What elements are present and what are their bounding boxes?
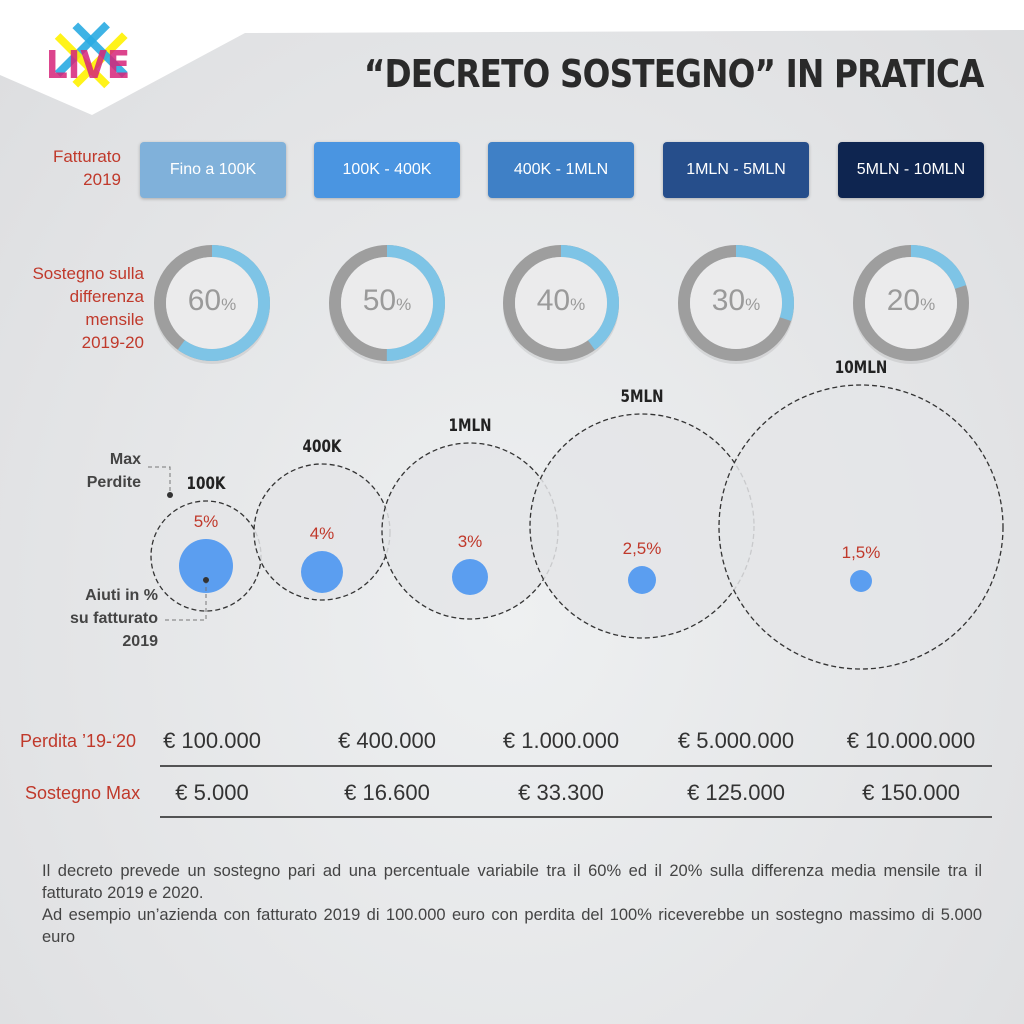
support-percent-value: 20 xyxy=(886,284,921,317)
aiuti-line: 2019 xyxy=(122,633,158,650)
support-percent: 50% xyxy=(327,284,447,318)
page-title: “DECRETO SOSTEGNO” IN PRATICA xyxy=(364,52,985,96)
donut-center xyxy=(515,257,607,349)
revenue-range-box: 1MLN - 5MLN xyxy=(663,142,809,198)
aid-dot xyxy=(628,566,656,594)
max-perdite-label: Max Perdite xyxy=(87,448,141,494)
fatturato-label-text: Fatturato xyxy=(52,147,121,166)
fatturato-year: 2019 xyxy=(83,170,121,189)
aid-percent: 1,5% xyxy=(841,543,881,562)
support-percent: 60% xyxy=(152,284,272,318)
live-logo xyxy=(54,21,128,89)
revenue-range-box: Fino a 100K xyxy=(140,142,286,198)
aid-percent: 5% xyxy=(193,512,219,531)
donut-progress xyxy=(503,245,619,361)
description-paragraph: Ad esempio un’azienda con fatturato 2019… xyxy=(42,906,982,946)
sostegno-max-value: € 5.000 xyxy=(175,780,249,805)
sostegno-line: Sostegno sulla xyxy=(32,264,144,283)
sostegno-line: mensile xyxy=(85,310,144,329)
support-percent-value: 60 xyxy=(187,284,222,317)
support-percent-value: 30 xyxy=(711,284,746,317)
sostegno-max-value: € 33.300 xyxy=(518,780,604,805)
percent-sign: % xyxy=(745,295,761,314)
support-percent-value: 40 xyxy=(536,284,571,317)
bubble-label: 100K xyxy=(186,474,226,494)
bubble-label: 10MLN xyxy=(834,358,888,378)
perdita-value: € 5.000.000 xyxy=(677,728,795,753)
support-percent: 30% xyxy=(676,284,796,318)
support-percent-value: 50 xyxy=(362,284,397,317)
leader-lines xyxy=(148,466,207,621)
sostegno-line: differenza xyxy=(69,287,144,306)
revenue-range-box: 100K - 400K xyxy=(314,142,460,198)
donut-progress xyxy=(678,245,794,361)
perdita-row-label: Perdita ’19-‘20 xyxy=(20,731,137,751)
percent-sign: % xyxy=(570,295,586,314)
bubble-label: 1MLN xyxy=(448,416,492,436)
donut-progress xyxy=(853,245,969,361)
donut-center xyxy=(166,257,258,349)
aid-percent: 4% xyxy=(309,524,335,543)
aid-dot xyxy=(452,559,488,595)
support-percent: 20% xyxy=(851,284,971,318)
bubble-label: 5MLN xyxy=(620,387,664,407)
sostegno-line: 2019-20 xyxy=(81,333,144,352)
description: Il decreto prevede un sostegno pari ad u… xyxy=(42,860,982,948)
aiuti-label: Aiuti in % su fatturato 2019 xyxy=(70,584,158,653)
donut-center xyxy=(690,257,782,349)
fatturato-label: Fatturato 2019 xyxy=(53,145,121,191)
description-paragraph: Il decreto prevede un sostegno pari ad u… xyxy=(42,862,982,902)
revenue-range-box: 400K - 1MLN xyxy=(488,142,634,198)
header-white-band xyxy=(0,0,1024,115)
sostegno-max-value: € 150.000 xyxy=(862,780,960,805)
aid-percent: 3% xyxy=(457,532,483,551)
percent-sign: % xyxy=(396,295,412,314)
aid-percent: 2,5% xyxy=(622,539,662,558)
max-perdite-line: Perdite xyxy=(86,474,141,491)
sostegno-row-label: Sostegno Max xyxy=(25,783,141,803)
aid-dot xyxy=(179,539,233,593)
sostegno-label: Sostegno sulla differenza mensile 2019-2… xyxy=(32,262,144,354)
percent-sign: % xyxy=(920,295,936,314)
donut-center xyxy=(341,257,433,349)
aid-dot xyxy=(850,570,872,592)
aiuti-line: su fatturato xyxy=(70,610,158,627)
donut-progress xyxy=(329,245,445,361)
perdita-value: € 100.000 xyxy=(163,728,261,753)
max-perdite-line: Max xyxy=(109,451,141,468)
max-loss-bubble xyxy=(718,384,1004,670)
support-percent: 40% xyxy=(501,284,621,318)
sostegno-max-value: € 16.600 xyxy=(344,780,430,805)
aiuti-line: Aiuti in % xyxy=(85,587,158,604)
perdita-value: € 400.000 xyxy=(338,728,436,753)
sostegno-max-value: € 125.000 xyxy=(687,780,785,805)
revenue-range-box: 5MLN - 10MLN xyxy=(838,142,984,198)
perdita-value: € 1.000.000 xyxy=(502,728,620,753)
perdita-value: € 10.000.000 xyxy=(846,728,976,753)
bubble-label: 400K xyxy=(302,437,342,457)
percent-sign: % xyxy=(221,295,237,314)
logo-text: LIVE xyxy=(46,42,130,87)
donut-progress xyxy=(154,245,270,361)
donut-center xyxy=(865,257,957,349)
aid-dot xyxy=(301,551,343,593)
